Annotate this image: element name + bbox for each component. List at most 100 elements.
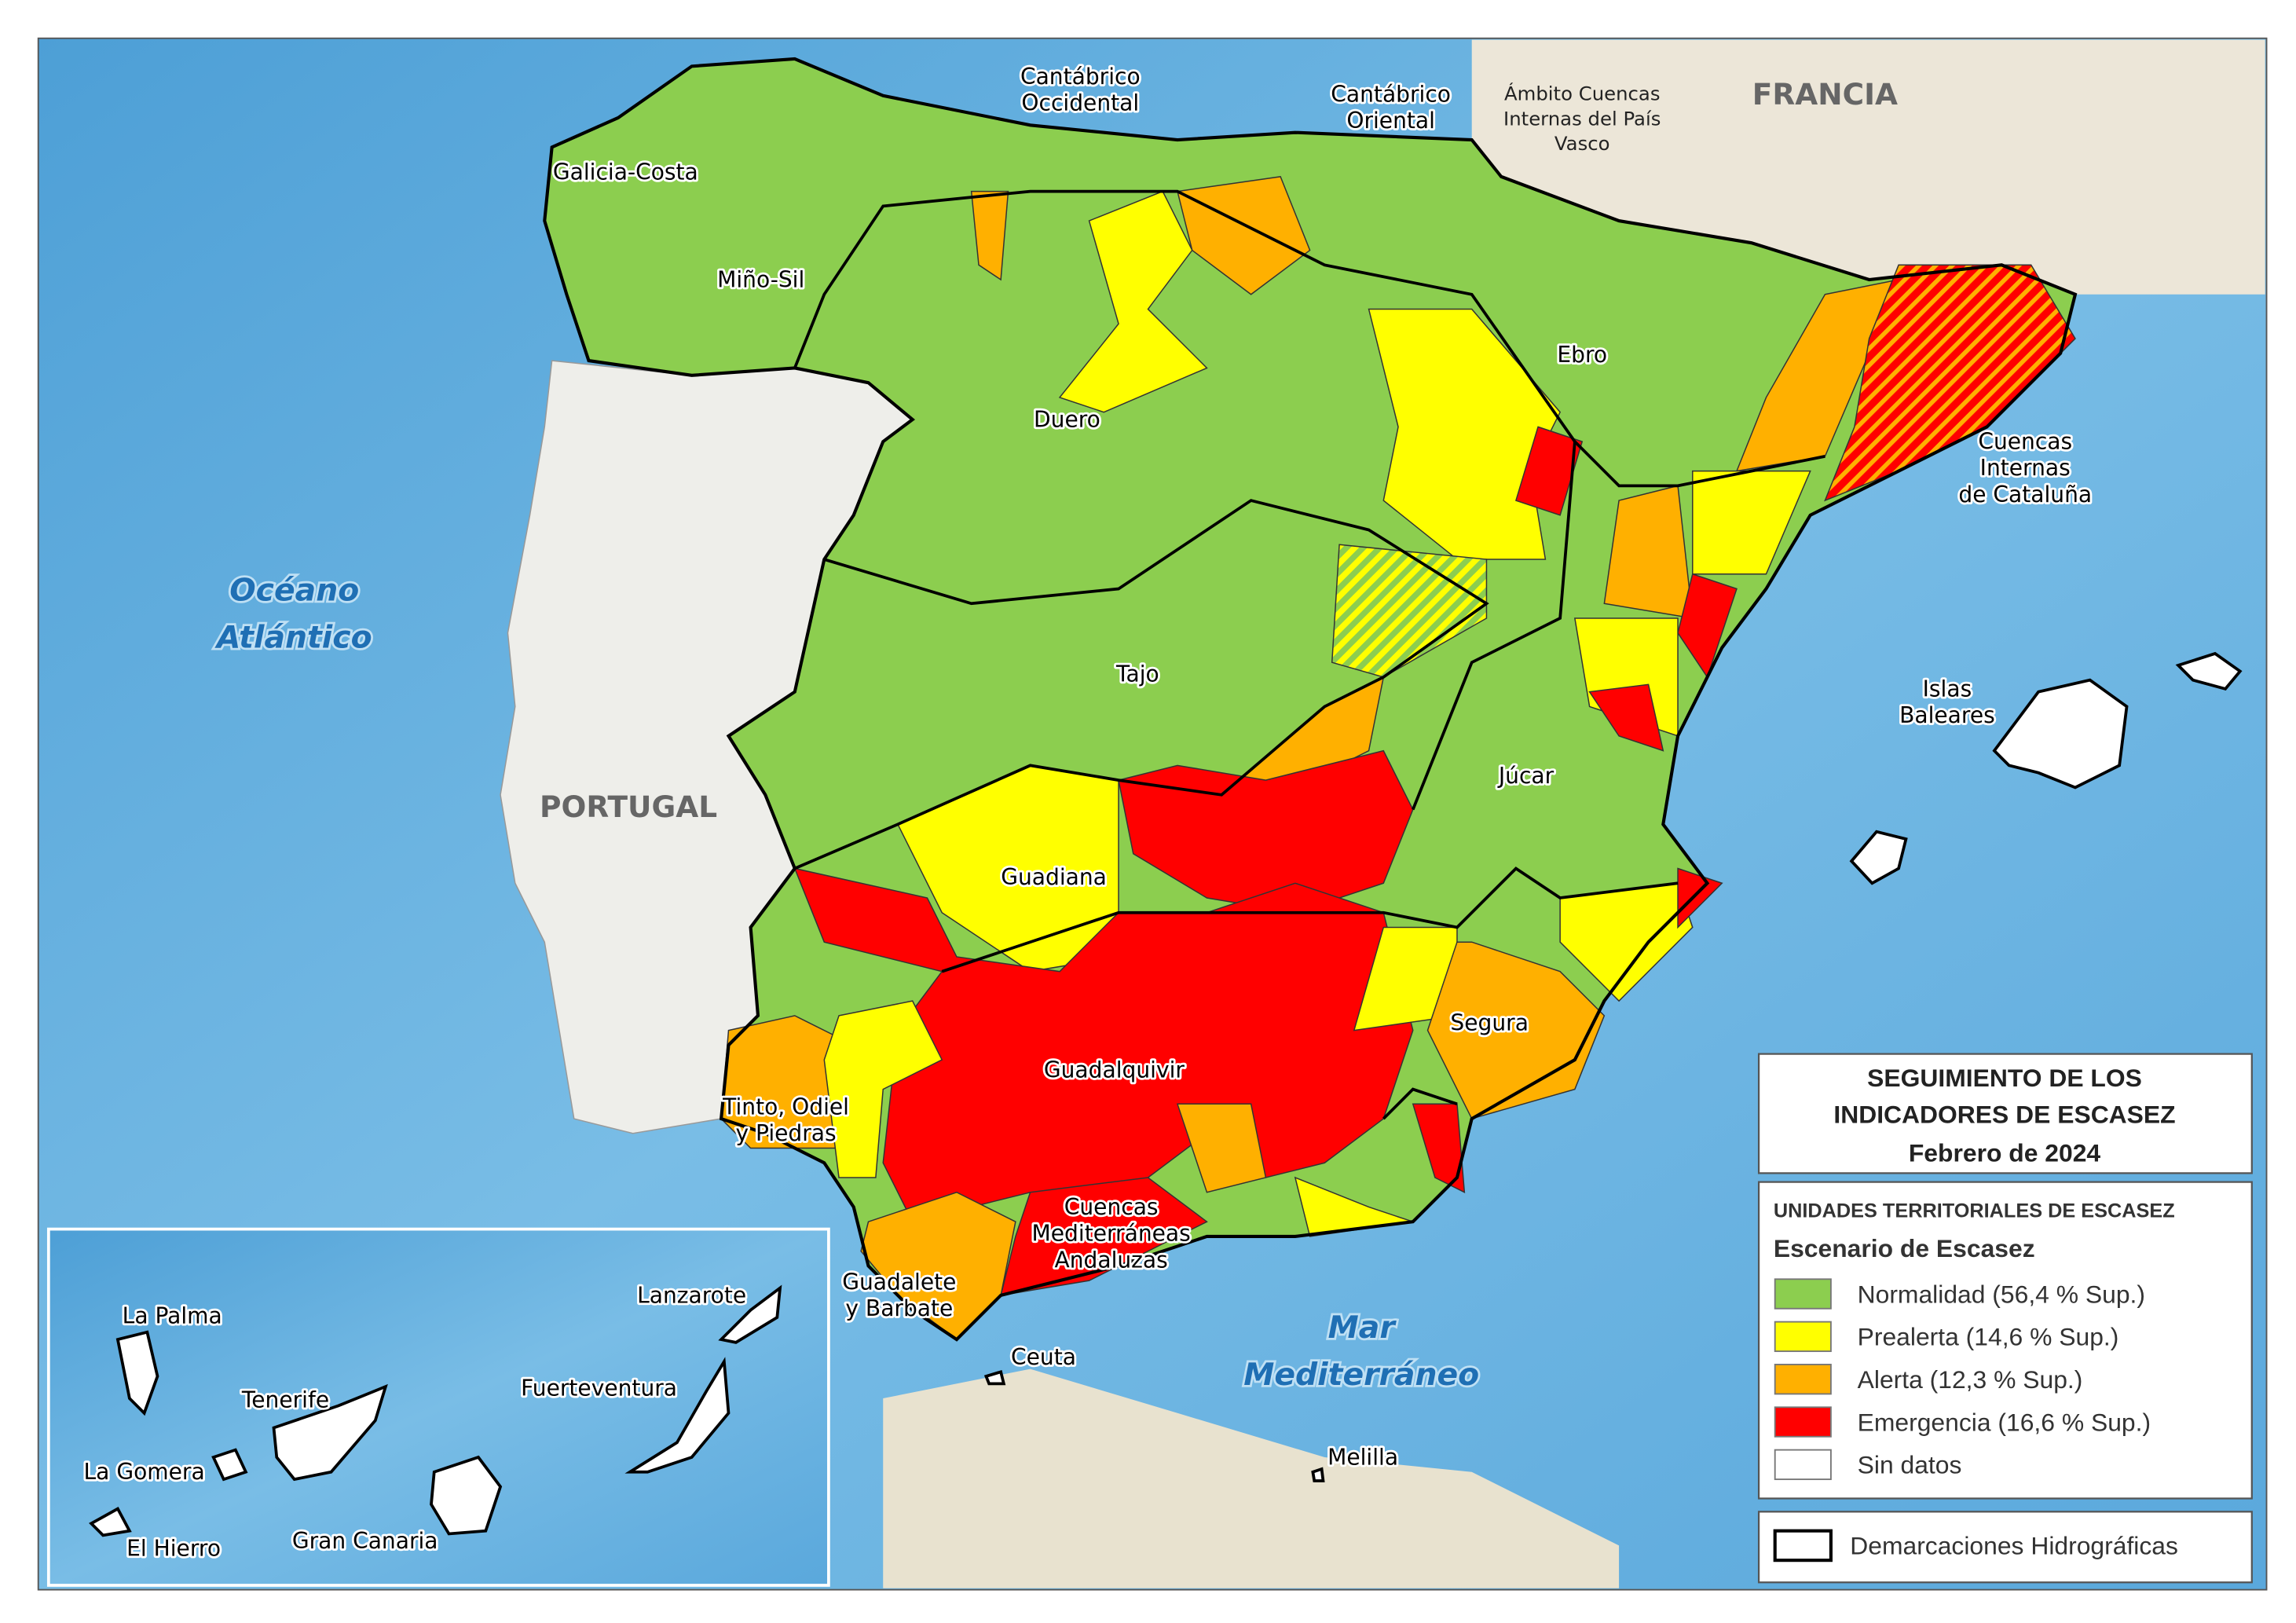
- region-label-line: Oriental: [1346, 108, 1435, 134]
- region-label: Guadiana: [1001, 864, 1107, 890]
- legend-label: Sin datos: [1858, 1451, 1962, 1479]
- region-label: El Hierro: [126, 1536, 221, 1562]
- region-label-line: Miño-Sil: [717, 266, 804, 292]
- emergencia-zone: [1412, 1103, 1466, 1193]
- canary-islands: [89, 1284, 782, 1537]
- region-label-line: y Piedras: [735, 1120, 836, 1146]
- legend: [1757, 1181, 2253, 1584]
- title-frame: [1757, 1053, 2253, 1174]
- legend-swatch: [1774, 1278, 1832, 1310]
- labels: Cantábrico Occidental Cantábrico OrientalGa…: [82, 61, 2178, 1563]
- region-label-line: Segura: [1450, 1010, 1529, 1036]
- legend-swatch: [1773, 1529, 1833, 1563]
- sea-label-line: Mar: [1328, 1310, 1397, 1346]
- region-label-line: Duero: [1034, 406, 1100, 432]
- region-label-line: Ebro: [1557, 342, 1607, 368]
- region-label: Fuerteventura: [521, 1375, 677, 1401]
- prealerta-zone: [1692, 470, 1811, 575]
- demarcation-boundary: [941, 866, 1679, 973]
- islands: [983, 651, 2243, 1482]
- region-label: Galicia-Costa: [553, 159, 698, 185]
- region-label-line: Internas: [1980, 455, 2071, 481]
- emergencia-zone: [1515, 426, 1584, 516]
- legend-label: Demarcaciones Hidrográficas: [1850, 1532, 2178, 1560]
- emergencia-zone: [1000, 1177, 1208, 1296]
- region-label: La Palma: [123, 1302, 222, 1328]
- region-label-line: de Cataluña: [1958, 482, 2092, 507]
- region-label: Ceuta: [1011, 1344, 1076, 1370]
- region-label: Lanzarote: [637, 1282, 746, 1308]
- region-label: Tenerife: [241, 1387, 329, 1412]
- alerta-zone: [1177, 176, 1311, 295]
- region-label-line: Guadalete: [842, 1269, 956, 1295]
- region-label-line: Mediterráneas: [1032, 1221, 1191, 1247]
- region-label-line: Islas: [1923, 676, 1972, 702]
- legend-frame: [1757, 1511, 2253, 1584]
- legend-swatch: [1774, 1406, 1832, 1438]
- region-label-line: Júcar: [1497, 763, 1554, 789]
- region-label: Segura: [1450, 1010, 1529, 1036]
- sea-label: Océano Atlántico: [214, 572, 372, 655]
- africa-land: [883, 1368, 1620, 1588]
- region-label-line: Tenerife: [241, 1387, 329, 1412]
- region-label-line: Occidental: [1021, 90, 1139, 116]
- region-label-line: Galicia-Costa: [553, 159, 698, 185]
- ibiza: [1849, 830, 1908, 885]
- sea-label-line: Atlántico: [214, 619, 372, 655]
- region-label-line: y Barbate: [845, 1295, 953, 1321]
- legend-label: Emergencia (16,6 % Sup.): [1858, 1408, 2151, 1436]
- region-label: Cantábrico Occidental: [1020, 64, 1141, 116]
- country-label: PORTUGAL: [540, 790, 717, 824]
- region-label: Guadalquivir: [1044, 1057, 1185, 1083]
- legend-heading: UNIDADES TERRITORIALES DE ESCASEZ: [1774, 1200, 2175, 1222]
- region-label: La Gomera: [84, 1459, 205, 1485]
- region-label-line: Andaluzas: [1055, 1247, 1168, 1273]
- region-label-line: Cantábrico: [1020, 64, 1141, 90]
- region-label-line: Vasco: [1554, 132, 1610, 155]
- la-palma: [115, 1330, 159, 1416]
- title-date: Febrero de 2024: [1909, 1138, 2101, 1167]
- mallorca: [1992, 678, 2129, 790]
- legend-label: Normalidad (56,4 % Sup.): [1858, 1280, 2145, 1308]
- region-label: Islas Baleares: [1899, 676, 1995, 728]
- spain-outline: [543, 57, 2078, 1342]
- legend-swatch: [1774, 1449, 1832, 1481]
- region-label: Guadalete y Barbate: [842, 1269, 956, 1321]
- region-label-line: La Palma: [123, 1302, 222, 1328]
- title-line: INDICADORES DE ESCASEZ: [1833, 1101, 2175, 1129]
- region-label-line: Cantábrico: [1331, 81, 1451, 107]
- region-label-line: Baleares: [1899, 702, 1995, 728]
- lanzarote: [718, 1284, 782, 1344]
- legend-label: Prealerta (14,6 % Sup.): [1858, 1323, 2119, 1351]
- el-hierro: [89, 1507, 132, 1537]
- region-label-line: El Hierro: [126, 1536, 221, 1562]
- la-gomera: [211, 1448, 248, 1482]
- region-label-line: Ámbito Cuencas: [1504, 82, 1661, 104]
- region-label-line: Internas del País: [1503, 107, 1661, 130]
- region-label-line: Ceuta: [1011, 1344, 1076, 1370]
- region-label: Duero: [1034, 406, 1100, 432]
- region-label-line: Fuerteventura: [521, 1375, 677, 1401]
- alerta-zone: [970, 190, 1009, 281]
- region-label-line: Guadiana: [1001, 864, 1107, 890]
- gran-canaria: [430, 1455, 503, 1536]
- region-label-line: Guadalquivir: [1044, 1057, 1185, 1083]
- france-land: [1471, 39, 2265, 295]
- legend-swatch: [1774, 1321, 1832, 1353]
- region-label: Ámbito Cuencas Internas del País Vasco: [1503, 82, 1661, 155]
- legend-subheading: Escenario de Escasez: [1774, 1234, 2035, 1262]
- region-label: Miño-Sil: [717, 266, 804, 292]
- fuerteventura: [624, 1357, 731, 1474]
- region-label: Gran Canaria: [292, 1528, 438, 1554]
- region-label: Tajo: [1115, 661, 1159, 687]
- region-label: Ebro: [1557, 342, 1607, 368]
- legend-frame: [1757, 1181, 2253, 1500]
- demarcation-boundary: [1412, 441, 1576, 811]
- demarcation-boundary: [793, 189, 1825, 488]
- region-label-line: Tajo: [1115, 661, 1159, 687]
- emergencia-zone: [1588, 683, 1664, 752]
- region-label: Tinto, Odiel y Piedras: [722, 1094, 849, 1146]
- region-label: Melilla: [1327, 1444, 1398, 1470]
- region-label-line: Tinto, Odiel: [722, 1094, 849, 1119]
- region-label: Cuencas Mediterráneas Andaluzas: [1032, 1194, 1191, 1273]
